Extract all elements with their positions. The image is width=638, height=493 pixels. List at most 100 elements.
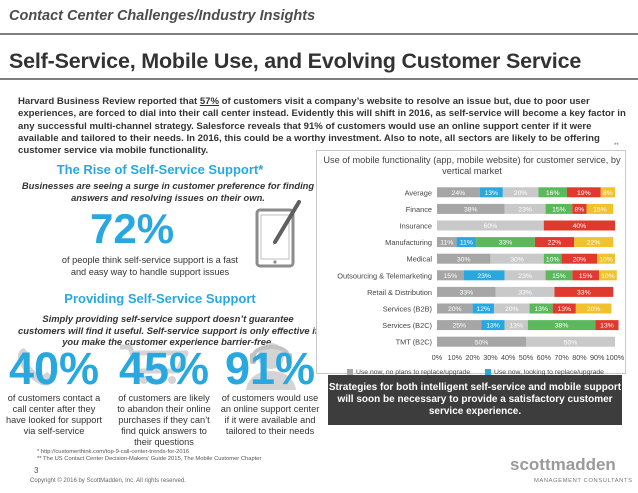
big-stat-72-text: of people think self-service support is … bbox=[61, 255, 239, 277]
category-label: TMT (B2C) bbox=[396, 338, 432, 347]
data-label: 8% bbox=[603, 190, 613, 197]
x-tick-label: 100% bbox=[606, 353, 625, 362]
bar-segment bbox=[529, 303, 553, 314]
data-label: 24% bbox=[452, 190, 466, 197]
data-label: 50% bbox=[475, 339, 489, 346]
bar-segment bbox=[527, 320, 596, 331]
mobile-use-chart: Use of mobile functionality (app, mobile… bbox=[316, 150, 626, 375]
data-label: 15% bbox=[552, 207, 566, 214]
data-label: 22% bbox=[548, 240, 562, 247]
bar-segment bbox=[481, 320, 505, 331]
category-label: Services (B2B) bbox=[383, 305, 432, 314]
category-label: Medical bbox=[407, 255, 433, 264]
logo-tagline: MANAGEMENT CONSULTANTS bbox=[534, 478, 633, 484]
data-label: 30% bbox=[457, 256, 471, 263]
logo-word-a: scott bbox=[510, 455, 551, 474]
bar-segment bbox=[526, 336, 615, 347]
data-label: 38% bbox=[464, 207, 478, 214]
x-tick-label: 60% bbox=[537, 353, 552, 362]
providing-subtitle: Simply providing self-service support do… bbox=[18, 313, 318, 347]
x-tick-label: 0% bbox=[432, 353, 443, 362]
data-label: 23% bbox=[518, 273, 532, 280]
data-label: 13% bbox=[484, 190, 498, 197]
data-label: 33% bbox=[577, 290, 591, 297]
bar-segment bbox=[598, 270, 617, 281]
data-label: 19% bbox=[577, 190, 591, 197]
bar-segment bbox=[437, 270, 464, 281]
category-label: Outsourcing & Telemarketing bbox=[337, 271, 432, 280]
data-label: 40% bbox=[573, 223, 587, 230]
bar-segment bbox=[456, 237, 477, 248]
data-label: 10% bbox=[599, 256, 613, 263]
bar-segment bbox=[538, 187, 567, 198]
stat-40-text: of customers contact a call center after… bbox=[5, 393, 103, 436]
footnotes: * http://customerthink.com/top-9-call-ce… bbox=[37, 449, 261, 463]
data-label: 22% bbox=[587, 240, 601, 247]
data-label: 20% bbox=[505, 306, 519, 313]
data-label: 13% bbox=[509, 323, 523, 330]
legend-swatch bbox=[485, 369, 491, 375]
stat-40: 40% of customers contact a call center a… bbox=[4, 346, 104, 437]
bar-segment bbox=[504, 270, 546, 281]
x-tick-label: 80% bbox=[572, 353, 587, 362]
data-label: 38% bbox=[555, 323, 569, 330]
category-label: Retail & Distribution bbox=[367, 288, 432, 297]
logo-wordmark: scottmadden bbox=[510, 455, 616, 475]
bar-segment bbox=[479, 187, 503, 198]
bar-segment bbox=[493, 303, 530, 314]
data-label: 20% bbox=[573, 256, 587, 263]
data-label: 60% bbox=[484, 223, 498, 230]
data-label: 16% bbox=[546, 190, 560, 197]
intro-text-2: of customers visit a company’s website t… bbox=[18, 96, 626, 157]
strategy-callout: Strategies for both intelligent self-ser… bbox=[328, 375, 622, 425]
data-label: 20% bbox=[514, 190, 528, 197]
x-tick-label: 40% bbox=[501, 353, 516, 362]
bar-segment bbox=[437, 203, 505, 214]
bar-segment bbox=[566, 187, 601, 198]
big-stat-72: 72% bbox=[90, 205, 175, 252]
bar-segment bbox=[597, 253, 615, 264]
copyright: Copyright © 2016 by ScottMadden, Inc. Al… bbox=[30, 478, 186, 484]
title-divider bbox=[0, 78, 638, 80]
stat-40-value: 40% bbox=[8, 343, 100, 394]
bar-segment bbox=[545, 203, 573, 214]
data-label: 33% bbox=[518, 290, 532, 297]
logo-word-b: madden bbox=[550, 455, 616, 474]
tablet-pen-icon bbox=[255, 200, 301, 268]
shopping-cart-icon bbox=[120, 344, 189, 384]
intro-paragraph: Harvard Business Review reported that 57… bbox=[18, 96, 626, 157]
bar-segment bbox=[504, 320, 528, 331]
chart-note-mark: ** bbox=[614, 143, 619, 149]
category-label: Insurance bbox=[400, 222, 432, 231]
data-label: 30% bbox=[510, 256, 524, 263]
bar-segment bbox=[600, 187, 615, 198]
bar-segment bbox=[554, 286, 614, 297]
bar-segment bbox=[545, 270, 573, 281]
x-tick-label: 50% bbox=[519, 353, 534, 362]
bar-segment bbox=[586, 203, 614, 214]
bar-segment bbox=[543, 220, 615, 231]
pre-title: Contact Center Challenges/Industry Insig… bbox=[9, 8, 316, 24]
bar-segment bbox=[437, 253, 491, 264]
bar-segment bbox=[572, 270, 599, 281]
x-tick-label: 20% bbox=[465, 353, 480, 362]
page-title: Self-Service, Mobile Use, and Evolving C… bbox=[9, 49, 582, 73]
providing-section-title: Providing Self-Service Support bbox=[64, 291, 256, 306]
rise-section-title: The Rise of Self-Service Support* bbox=[56, 162, 264, 177]
bar-segment bbox=[437, 220, 544, 231]
bar-segment bbox=[437, 320, 482, 331]
data-label: 11% bbox=[460, 240, 473, 247]
category-label: Manufacturing bbox=[385, 238, 432, 247]
data-label: 25% bbox=[452, 323, 466, 330]
bar-segment bbox=[463, 270, 505, 281]
bar-segment bbox=[476, 237, 535, 248]
top-divider bbox=[0, 33, 638, 35]
x-tick-label: 70% bbox=[554, 353, 569, 362]
x-tick-label: 30% bbox=[483, 353, 498, 362]
bar-segment bbox=[437, 336, 526, 347]
data-label: 8% bbox=[574, 207, 584, 214]
bar-segment bbox=[575, 303, 612, 314]
bar-segment bbox=[552, 303, 576, 314]
stat-45: 45% of customers are likely to abandon t… bbox=[114, 346, 214, 448]
data-label: 20% bbox=[448, 306, 462, 313]
